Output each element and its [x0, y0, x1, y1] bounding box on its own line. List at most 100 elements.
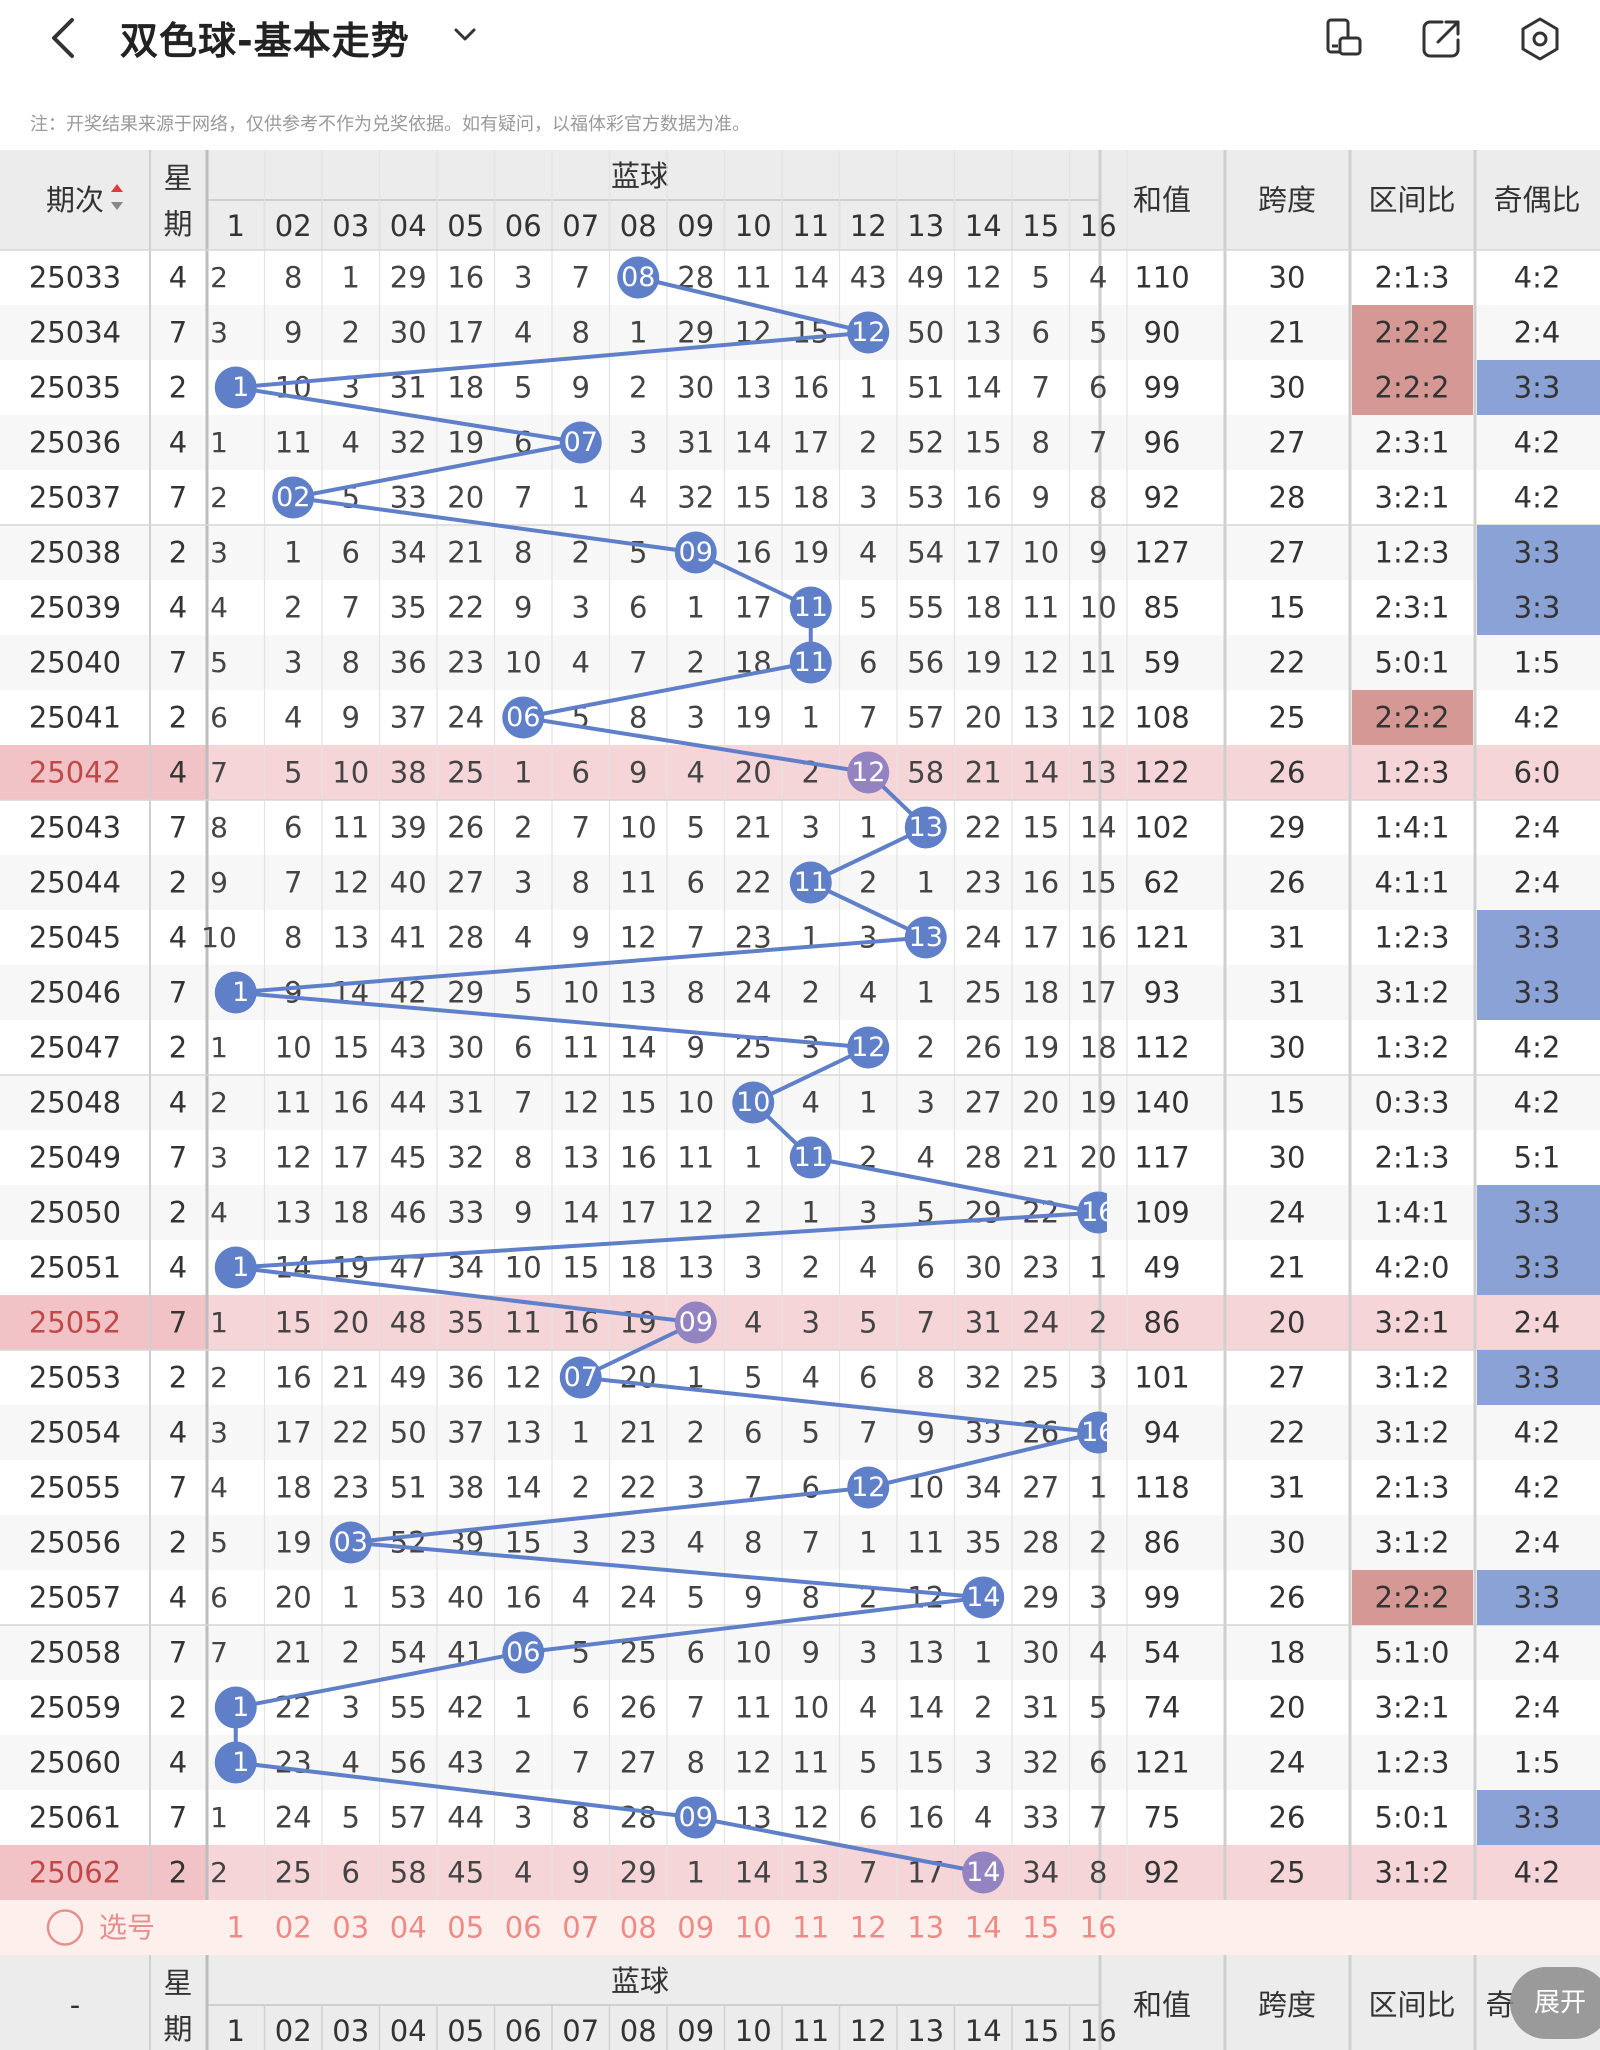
miss-cell: 4 [859, 1251, 877, 1285]
page-title[interactable]: 双色球-基本走势 [120, 19, 410, 63]
header-span: 跨度 [1258, 183, 1316, 217]
sum-cell: 122 [1134, 756, 1189, 790]
phone-rotate-icon[interactable] [1318, 14, 1368, 64]
miss-cell: 10 [620, 811, 657, 845]
select-ball[interactable]: 07 [562, 1911, 599, 1945]
span-cell: 21 [1269, 1251, 1306, 1285]
zone-cell: 2:3:1 [1375, 426, 1450, 460]
header-week-1: 星 [163, 161, 192, 195]
miss-cell: 20 [1022, 1086, 1059, 1120]
select-ball[interactable]: 10 [735, 1911, 772, 1945]
miss-cell: 9 [342, 701, 360, 735]
miss-cell: 5 [687, 1581, 705, 1615]
header-ball-2: 02 [275, 209, 312, 243]
select-label[interactable]: 选号 [99, 1911, 155, 1944]
footer-span: 跨度 [1258, 1988, 1316, 2022]
settings-icon[interactable] [1515, 14, 1565, 64]
oddeven-cell: 2:4 [1514, 316, 1561, 350]
winning-ball-number: 06 [506, 1637, 540, 1668]
footer-ball-13: 13 [907, 2014, 944, 2048]
miss-cell: 38 [447, 1471, 484, 1505]
select-ball[interactable]: 09 [677, 1911, 714, 1945]
miss-cell: 24 [275, 1801, 312, 1835]
header-ball-8: 08 [620, 209, 657, 243]
miss-cell: 14 [620, 1031, 657, 1065]
week-cell: 4 [169, 756, 187, 790]
miss-cell: 2 [210, 481, 228, 514]
miss-cell: 1 [210, 1801, 228, 1834]
miss-cell: 10 [1022, 536, 1059, 570]
select-ball[interactable]: 12 [850, 1911, 887, 1945]
miss-cell: 2 [342, 316, 360, 350]
period-cell: 25042 [29, 756, 121, 790]
select-ball[interactable]: 14 [965, 1911, 1002, 1945]
chevron-down-icon[interactable] [450, 20, 480, 50]
sum-cell: 118 [1134, 1471, 1189, 1505]
miss-cell: 11 [792, 1746, 829, 1780]
miss-cell: 44 [390, 1086, 427, 1120]
week-cell: 7 [169, 481, 187, 515]
back-arrow-icon[interactable] [44, 14, 84, 62]
miss-cell: 53 [390, 1581, 427, 1615]
miss-cell: 12 [677, 1196, 714, 1230]
miss-cell: 2 [514, 811, 532, 845]
select-ball[interactable]: 06 [505, 1911, 542, 1945]
miss-cell: 20 [735, 756, 772, 790]
oddeven-cell: 3:3 [1514, 1801, 1561, 1835]
miss-cell: 2 [802, 976, 820, 1010]
zone-cell: 3:2:1 [1375, 481, 1450, 515]
sort-arrows-icon[interactable] [111, 184, 123, 210]
week-cell: 4 [169, 1251, 187, 1285]
header-ball-10: 10 [735, 209, 772, 243]
select-ball[interactable]: 11 [792, 1911, 829, 1945]
span-cell: 20 [1269, 1306, 1306, 1340]
miss-cell: 12 [907, 1581, 944, 1615]
miss-cell: 29 [1022, 1581, 1059, 1615]
miss-cell: 1 [284, 536, 302, 570]
zone-cell: 5:0:1 [1375, 1801, 1450, 1835]
miss-cell: 4 [687, 756, 705, 790]
miss-cell: 6 [687, 1636, 705, 1670]
miss-cell: 5 [1089, 316, 1107, 350]
select-ball[interactable]: 05 [447, 1911, 484, 1945]
expand-button[interactable]: 展开 [1510, 1967, 1600, 2039]
select-ball[interactable]: 08 [620, 1911, 657, 1945]
header-period[interactable]: 期次 [46, 183, 104, 217]
select-ball[interactable]: 02 [275, 1911, 312, 1945]
miss-cell: 5 [629, 536, 647, 570]
miss-cell: 1 [859, 371, 877, 405]
select-ball[interactable]: 1 [227, 1911, 245, 1945]
miss-cell: 13 [907, 1636, 944, 1670]
select-ball[interactable]: 15 [1022, 1911, 1059, 1945]
zone-cell: 3:1:2 [1375, 1416, 1450, 1450]
select-radio-icon[interactable] [46, 1909, 84, 1946]
miss-cell: 3 [744, 1251, 762, 1285]
winning-ball: 09 [674, 1301, 717, 1344]
miss-cell: 39 [390, 811, 427, 845]
week-cell: 7 [169, 1801, 187, 1835]
select-ball[interactable]: 13 [907, 1911, 944, 1945]
miss-cell: 2 [514, 1746, 532, 1780]
oddeven-cell: 4:2 [1514, 426, 1561, 460]
miss-cell: 29 [390, 261, 427, 295]
miss-cell: 18 [1022, 976, 1059, 1010]
miss-cell: 6 [1032, 316, 1050, 350]
miss-cell: 7 [572, 261, 590, 295]
miss-cell: 13 [620, 976, 657, 1010]
share-icon[interactable] [1416, 14, 1466, 64]
miss-cell: 18 [275, 1471, 312, 1505]
select-ball[interactable]: 03 [332, 1911, 369, 1945]
miss-cell: 24 [965, 921, 1002, 955]
span-cell: 26 [1269, 756, 1306, 790]
miss-cell: 9 [284, 316, 302, 350]
select-ball[interactable]: 04 [390, 1911, 427, 1945]
sum-cell: 59 [1144, 646, 1181, 680]
sum-cell: 93 [1144, 976, 1181, 1010]
miss-cell: 3 [1089, 1581, 1107, 1615]
oddeven-cell: 3:3 [1514, 1196, 1561, 1230]
select-ball[interactable]: 16 [1080, 1911, 1117, 1945]
miss-cell: 33 [390, 481, 427, 515]
span-cell: 25 [1269, 1856, 1306, 1890]
miss-cell: 30 [965, 1251, 1002, 1285]
miss-cell: 7 [687, 1691, 705, 1725]
